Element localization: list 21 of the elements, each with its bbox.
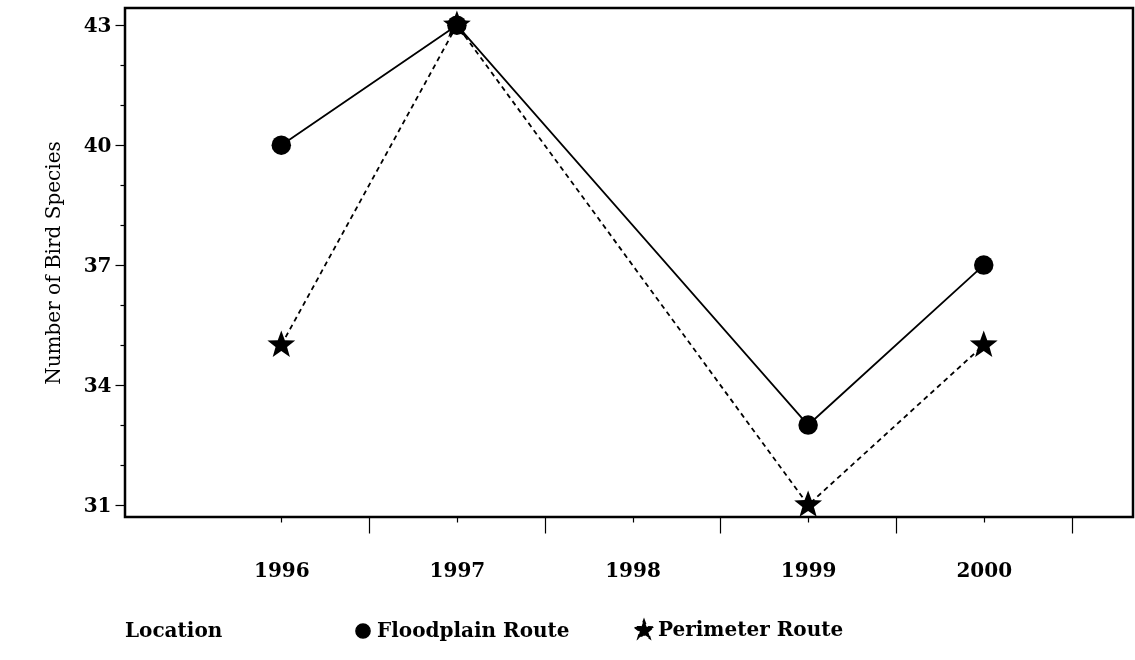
x-tick-label: 1996: [253, 557, 310, 582]
point: [794, 490, 823, 517]
point: [267, 330, 296, 357]
y-tick-label: 40: [83, 132, 112, 157]
x-tick-label: 1998: [605, 557, 661, 582]
legend-label: Perimeter Route: [658, 617, 844, 642]
x-tick-label: 1999: [780, 557, 837, 582]
point: [798, 415, 818, 435]
point: [442, 10, 471, 38]
point: [271, 135, 292, 155]
point: [969, 330, 998, 357]
y-tick-label: 31: [83, 492, 112, 517]
legend-title: Location: [125, 618, 223, 642]
y-tick-label: 37: [83, 252, 112, 277]
legend-label: Floodplain Route: [377, 617, 570, 642]
point: [973, 255, 994, 275]
y-tick-label: 43: [83, 12, 112, 37]
y-axis-title: Number of Bird Species: [40, 141, 65, 385]
x-tick-label: 2000: [956, 557, 1013, 582]
y-tick-label: 34: [83, 372, 112, 397]
x-tick-label: 1997: [429, 557, 486, 582]
